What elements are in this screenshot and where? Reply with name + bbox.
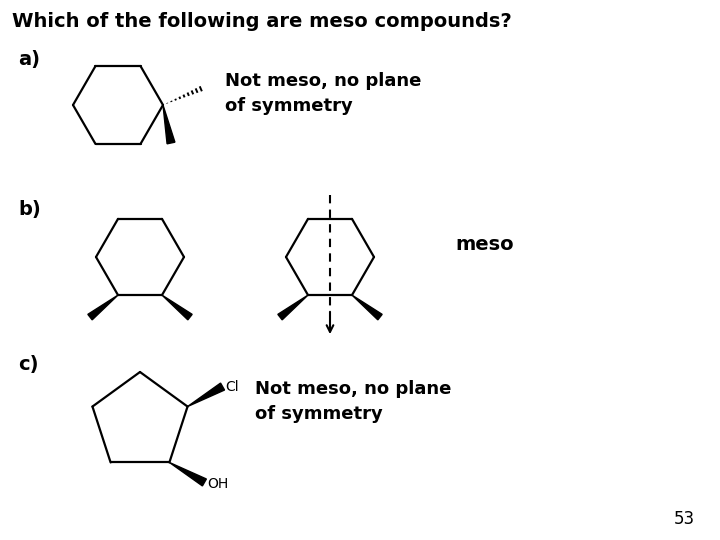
Polygon shape bbox=[162, 295, 192, 320]
Text: Not meso, no plane
of symmetry: Not meso, no plane of symmetry bbox=[225, 72, 421, 115]
Polygon shape bbox=[88, 295, 118, 320]
Polygon shape bbox=[352, 295, 382, 320]
Polygon shape bbox=[187, 383, 225, 407]
Text: OH: OH bbox=[207, 477, 229, 491]
Text: Cl: Cl bbox=[225, 380, 239, 394]
Text: meso: meso bbox=[455, 235, 513, 254]
Text: b): b) bbox=[18, 200, 41, 219]
Text: c): c) bbox=[18, 355, 38, 374]
Polygon shape bbox=[278, 295, 308, 320]
Polygon shape bbox=[169, 462, 207, 486]
Text: 53: 53 bbox=[674, 510, 695, 528]
Text: Not meso, no plane
of symmetry: Not meso, no plane of symmetry bbox=[255, 380, 451, 423]
Text: Which of the following are meso compounds?: Which of the following are meso compound… bbox=[12, 12, 512, 31]
Polygon shape bbox=[163, 105, 175, 144]
Text: a): a) bbox=[18, 50, 40, 69]
